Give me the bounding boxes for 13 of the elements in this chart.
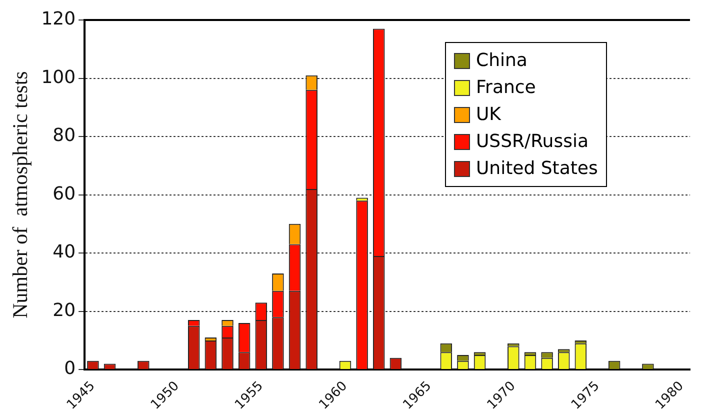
y-tick-label: 20 (52, 300, 76, 321)
y-axis-title: Number of atmospheric tests (8, 71, 32, 318)
y-tick-label: 60 (52, 183, 76, 204)
legend-label: China (476, 50, 528, 71)
legend-label: USSR/Russia (476, 131, 588, 152)
y-tick-label: 100 (41, 66, 76, 88)
y-tick-label: 80 (52, 125, 76, 146)
y-tick-label: 120 (41, 8, 76, 30)
legend-label: France (476, 77, 536, 98)
legend-label: UK (476, 104, 501, 125)
y-tick-label: 0 (64, 358, 76, 380)
y-tick-label: 40 (52, 242, 76, 263)
legend-label: United States (476, 158, 598, 179)
